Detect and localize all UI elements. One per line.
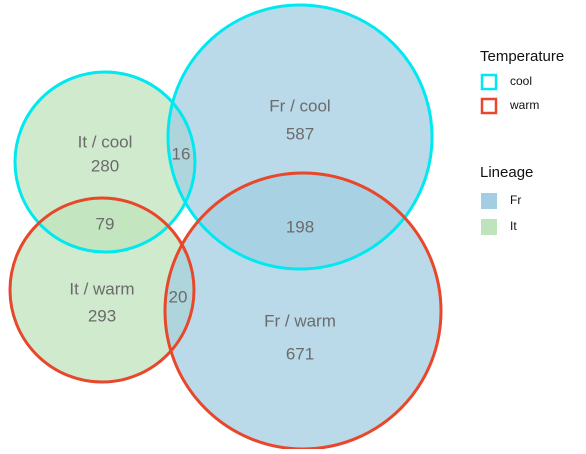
overlap-count: 16: [172, 144, 191, 163]
legend-label: It: [510, 219, 517, 233]
legend-title: Temperature: [480, 48, 564, 65]
set-label: It / cool: [78, 132, 133, 151]
set-count: 671: [286, 344, 314, 363]
overlap-count: 20: [169, 287, 188, 306]
legend-key: [480, 97, 498, 115]
set-circle: [10, 198, 194, 382]
legend-label: cool: [510, 74, 532, 88]
overlap-count: 198: [286, 217, 314, 236]
legend-title: Lineage: [480, 164, 533, 181]
set-label: Fr / cool: [269, 96, 330, 115]
legend-key: [480, 73, 498, 91]
set-count: 587: [286, 124, 314, 143]
legend-label: warm: [509, 98, 539, 112]
set-outline: [8, 196, 196, 384]
set-circle: [165, 173, 441, 449]
set-outline: [166, 3, 434, 271]
overlap-count: 79: [96, 214, 115, 233]
set-label: Fr / warm: [264, 311, 336, 330]
legend-key: [481, 219, 497, 235]
set-label: It / warm: [69, 279, 134, 298]
set-count: 293: [88, 306, 116, 325]
legend-label: Fr: [510, 193, 521, 207]
legend-key: [481, 193, 497, 209]
set-outline: [13, 70, 197, 254]
set-count: 280: [91, 156, 119, 175]
